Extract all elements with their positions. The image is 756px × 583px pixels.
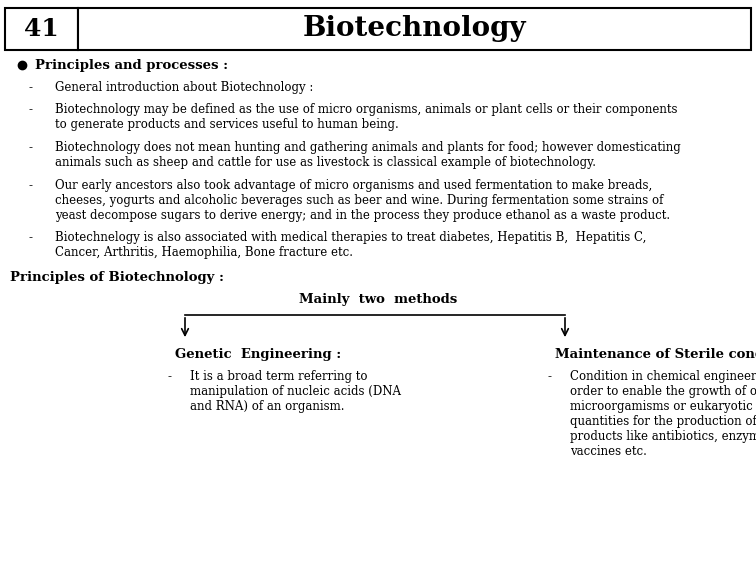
- Text: Our early ancestors also took advantage of micro organisms and used fermentation: Our early ancestors also took advantage …: [55, 179, 670, 222]
- Text: 41: 41: [24, 17, 59, 41]
- Text: Biotechnology may be defined as the use of micro organisms, animals or plant cel: Biotechnology may be defined as the use …: [55, 103, 677, 131]
- Text: Condition in chemical engineering processes in
order to enable the growth of onl: Condition in chemical engineering proces…: [570, 370, 756, 458]
- Text: General introduction about Biotechnology :: General introduction about Biotechnology…: [55, 81, 314, 94]
- Text: -: -: [28, 179, 32, 192]
- Text: It is a broad term referring to
manipulation of nucleic acids (DNA
and RNA) of a: It is a broad term referring to manipula…: [190, 370, 401, 413]
- Text: Principles of Biotechnology :: Principles of Biotechnology :: [10, 271, 224, 284]
- Text: -: -: [28, 81, 32, 94]
- Text: -: -: [547, 370, 551, 383]
- Text: Biotechnology: Biotechnology: [302, 16, 526, 43]
- Text: -: -: [28, 231, 32, 244]
- Text: -: -: [28, 103, 32, 116]
- Text: Biotechnelogy is also associated with medical therapies to treat diabetes, Hepat: Biotechnelogy is also associated with me…: [55, 231, 646, 259]
- Bar: [5, 8, 78, 50]
- Bar: [78, 8, 751, 50]
- Text: Principles and processes :: Principles and processes :: [35, 58, 228, 72]
- Text: Biotechnology does not mean hunting and gathering animals and plants for food; h: Biotechnology does not mean hunting and …: [55, 141, 680, 169]
- Text: Genetic  Engineering :: Genetic Engineering :: [175, 348, 341, 361]
- Text: -: -: [167, 370, 171, 383]
- Text: -: -: [28, 141, 32, 154]
- Text: Mainly  two  methods: Mainly two methods: [299, 293, 457, 306]
- Text: Maintenance of Sterile condition :: Maintenance of Sterile condition :: [555, 348, 756, 361]
